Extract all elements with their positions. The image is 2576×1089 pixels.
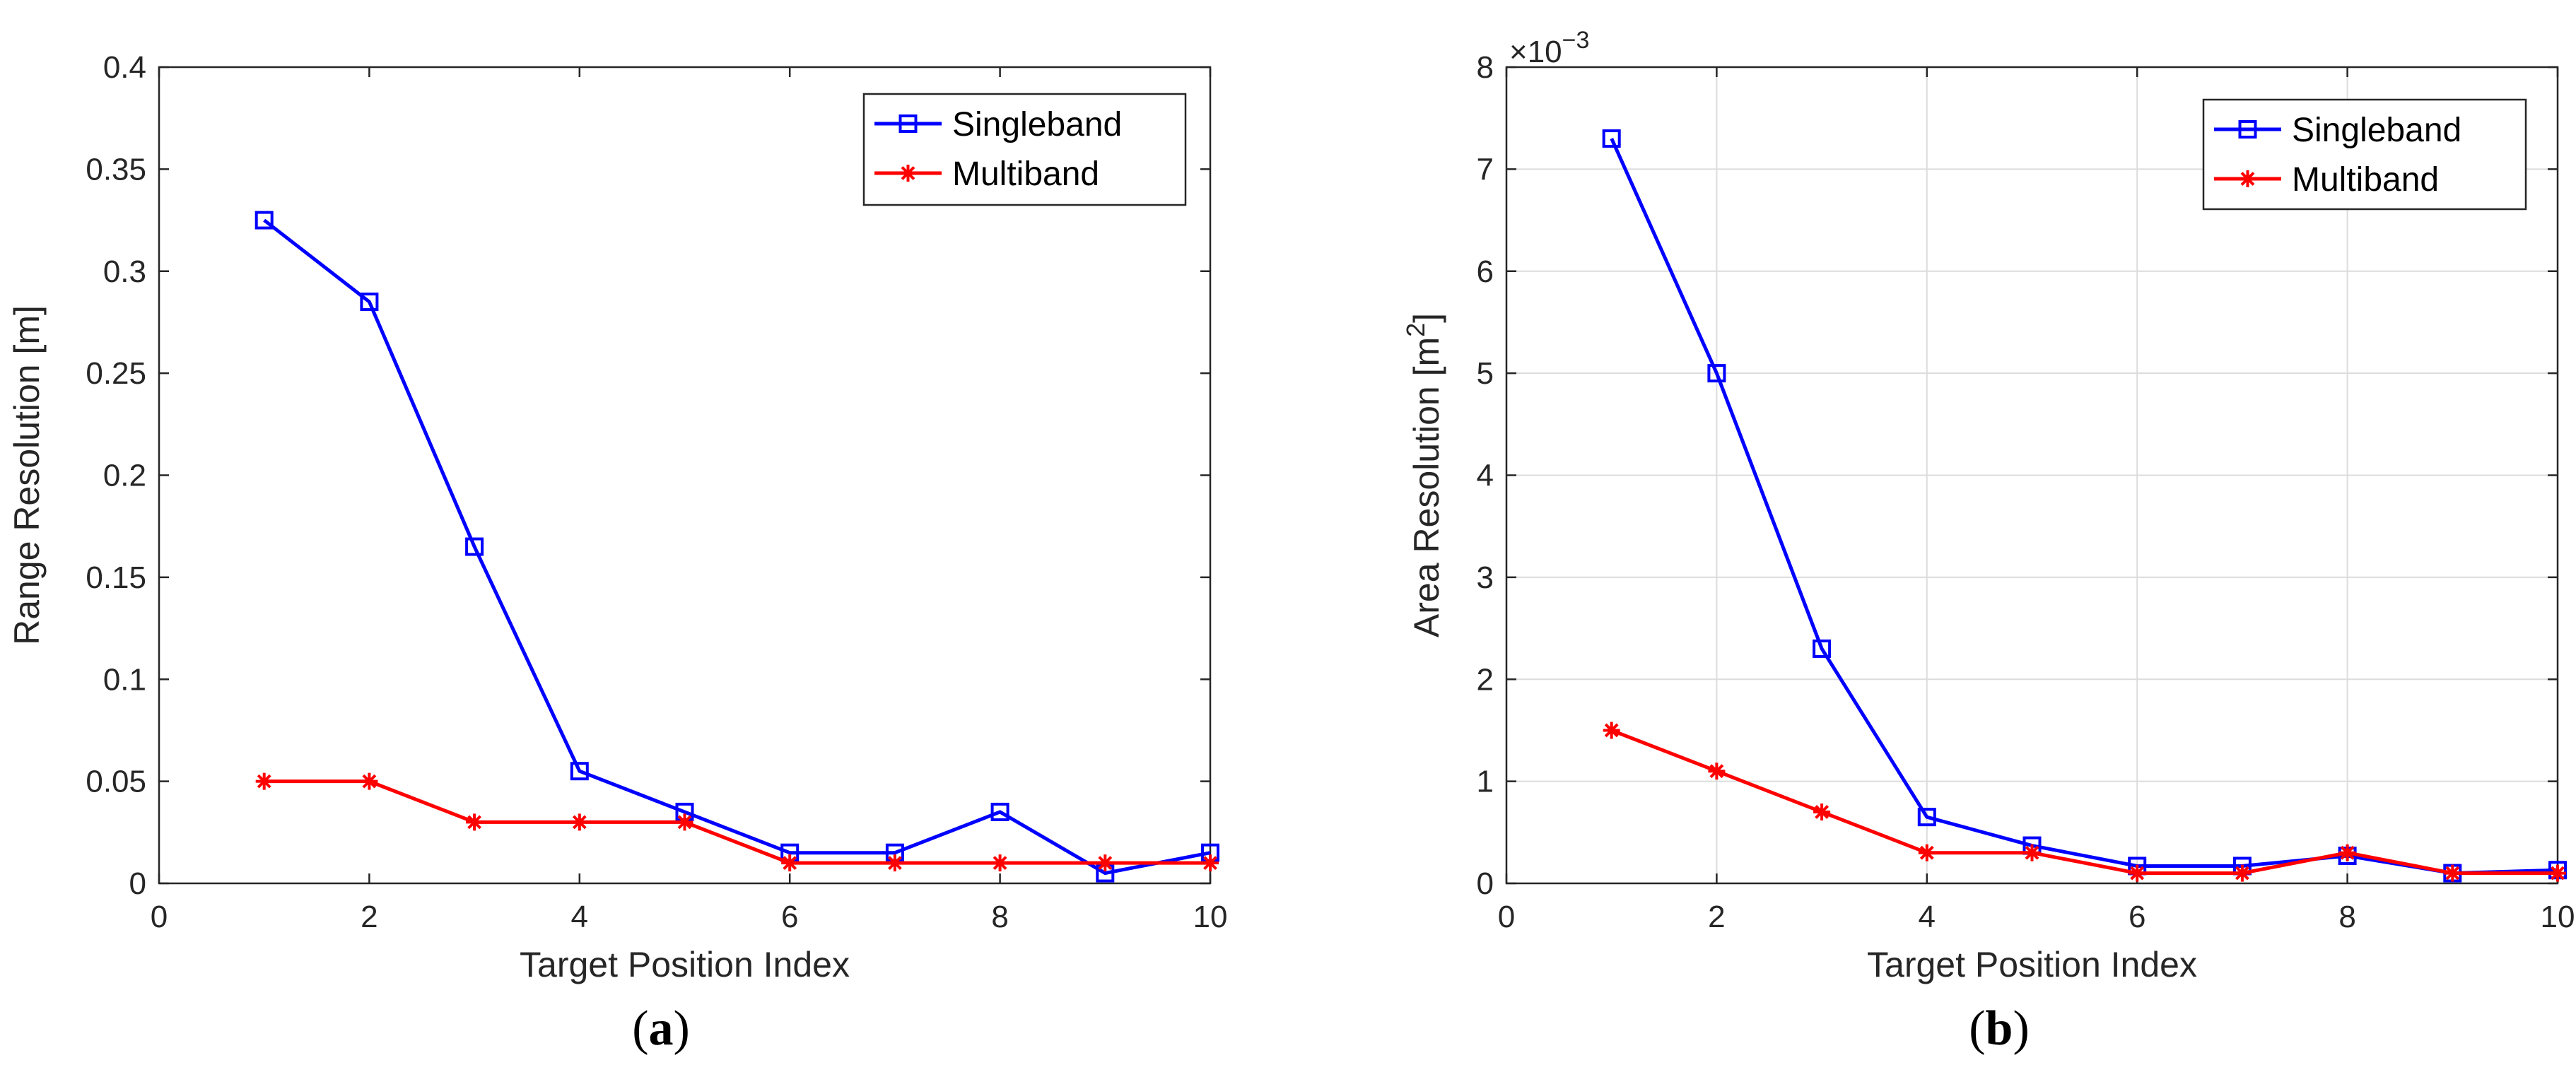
x-tick-label: 2 — [361, 900, 377, 934]
legend: Singleband Multiband — [862, 93, 1187, 206]
data-point-multiband — [255, 772, 273, 790]
y-tick-label: 0.15 — [86, 560, 146, 595]
y-axis-label-text: Area Resolution [m — [1407, 337, 1446, 637]
y-tick-label: 3 — [1477, 560, 1494, 595]
legend: Singleband Multiband — [2202, 98, 2527, 211]
y-axis-label-text: Range Resolution [m] — [7, 305, 47, 645]
series-line-multiband — [1610, 729, 2558, 876]
x-tick-label: 6 — [2129, 900, 2145, 934]
y-tick-label: 0.35 — [86, 152, 146, 187]
panel-caption-open: ( — [632, 1001, 648, 1056]
data-point-multiband — [1708, 763, 1726, 780]
data-point-multiband — [2444, 864, 2461, 882]
panel-caption: (a) — [632, 1001, 690, 1056]
y-exponent-base: ×10 — [1509, 35, 1562, 69]
y-tick-label: 1 — [1477, 765, 1494, 799]
y-axis-label-suffix: ] — [1407, 313, 1446, 323]
chart-a-range-resolution: 0 2 4 6 8 10 0 0.05 0.1 0.15 0.2 0.25 0.3 0.35 0.4 Targ… — [7, 50, 1227, 1056]
y-tick-label: 6 — [1477, 254, 1494, 289]
data-point-multiband — [991, 854, 1009, 872]
y-exponent-power: −3 — [1562, 27, 1590, 54]
series-line-singleband — [263, 218, 1211, 876]
data-point-singleband — [1813, 639, 1832, 658]
legend-label-singleband: Singleband — [2292, 112, 2461, 149]
chart-b-area-resolution: 0 2 4 6 8 10 0 1 2 3 4 5 6 7 8 ×10−3 Target Position Ind… — [1401, 27, 2575, 1056]
series-line-multiband — [264, 779, 1210, 865]
data-point-multiband — [2338, 844, 2356, 861]
panel-caption-close: ) — [674, 1001, 690, 1056]
x-tick-label: 10 — [2541, 900, 2575, 934]
x-tick-label: 10 — [1193, 900, 1228, 934]
data-point-multiband — [2023, 844, 2041, 861]
data-point-multiband — [2233, 864, 2251, 882]
data-point-multiband — [570, 813, 588, 831]
legend-box — [2202, 98, 2527, 211]
y-tick-label: 0.4 — [103, 50, 146, 85]
data-point-multiband — [1918, 844, 1936, 861]
legend-label-multiband: Multiband — [952, 155, 1099, 193]
legend-marker-singleband — [2238, 120, 2257, 139]
data-point-singleband — [1707, 364, 1726, 383]
y-tick-label: 0.3 — [103, 254, 146, 289]
y-tick-label: 4 — [1477, 459, 1494, 493]
y-tick-label: 8 — [1477, 50, 1494, 85]
legend-marker-multiband — [2239, 170, 2256, 187]
data-point-multiband — [466, 813, 484, 831]
data-point-singleband — [570, 762, 589, 781]
series-multiband — [1603, 722, 2566, 882]
y-tick-label: 0 — [1477, 866, 1494, 901]
panel-caption-letter: a — [649, 1001, 674, 1056]
y-tick-label: 0.1 — [103, 662, 146, 697]
y-tick-label: 7 — [1477, 152, 1494, 187]
y-axis-label-superscript: 2 — [1401, 323, 1430, 337]
y-tick-label: 2 — [1477, 662, 1494, 697]
panel-caption-letter: b — [1986, 1001, 2013, 1056]
x-tick-label: 4 — [571, 900, 588, 934]
x-tick-label: 2 — [1708, 900, 1725, 934]
y-axis-label: Area Resolution [m2] — [1401, 313, 1446, 637]
data-point-multiband — [1813, 803, 1831, 820]
panel-caption-open: ( — [1969, 1001, 1985, 1056]
data-point-multiband — [781, 854, 799, 872]
data-point-multiband — [1096, 854, 1114, 872]
x-tick-label: 0 — [151, 900, 168, 934]
data-point-multiband — [361, 772, 378, 790]
data-point-multiband — [1603, 722, 1620, 739]
y-exponent-label: ×10−3 — [1509, 27, 1589, 69]
legend-marker-multiband — [899, 165, 917, 182]
legend-marker-singleband — [898, 114, 918, 133]
x-axis-label: Target Position Index — [520, 945, 850, 984]
y-tick-label: 0.25 — [86, 356, 146, 391]
data-point-singleband — [990, 802, 1009, 821]
y-tick-label: 0.05 — [86, 765, 146, 799]
data-point-singleband — [465, 537, 484, 556]
data-point-multiband — [2129, 864, 2146, 882]
x-tick-label: 0 — [1498, 900, 1515, 934]
data-point-multiband — [676, 813, 693, 831]
data-point-singleband — [1602, 129, 1621, 148]
x-tick-label: 6 — [781, 900, 798, 934]
x-tick-label: 8 — [2338, 900, 2355, 934]
x-axis-label: Target Position Index — [1867, 945, 2197, 984]
series-multiband — [255, 772, 1219, 872]
panel-caption-close: ) — [2013, 1001, 2029, 1056]
y-tick-label: 5 — [1477, 356, 1494, 391]
y-tick-label: 0.2 — [103, 459, 146, 493]
data-point-multiband — [886, 854, 903, 872]
data-point-multiband — [2549, 864, 2566, 882]
x-tick-label: 4 — [1919, 900, 1936, 934]
x-tick-label: 8 — [991, 900, 1008, 934]
data-point-multiband — [1202, 854, 1219, 872]
y-axis-label: Range Resolution [m] — [7, 305, 47, 645]
panel-caption: (b) — [1969, 1001, 2030, 1056]
legend-label-singleband: Singleband — [952, 106, 1122, 143]
legend-label-multiband: Multiband — [2292, 161, 2439, 199]
y-tick-label: 0 — [129, 866, 146, 901]
legend-box — [862, 93, 1187, 206]
data-point-singleband — [254, 211, 274, 230]
data-point-singleband — [1917, 808, 1936, 827]
data-point-singleband — [360, 293, 379, 312]
